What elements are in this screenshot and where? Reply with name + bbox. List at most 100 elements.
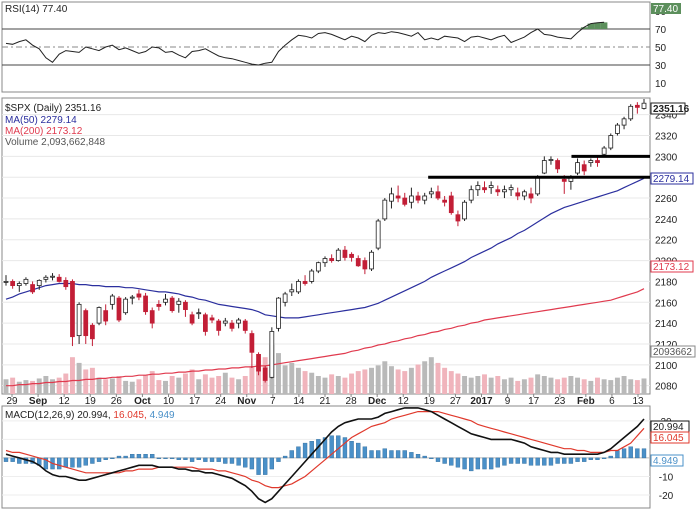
macd-histogram-bar (588, 457, 594, 460)
candle-body (522, 191, 527, 197)
candle-body (96, 307, 102, 324)
x-axis-label: 10 (163, 396, 175, 407)
candle-body (309, 270, 315, 282)
macd-histogram-bar (568, 457, 574, 464)
candle-body (502, 189, 507, 193)
volume-bar (109, 378, 115, 394)
candle-body (575, 162, 580, 174)
candle-body (276, 297, 281, 329)
candle-body (129, 296, 135, 299)
macd-histogram-bar (621, 448, 627, 459)
macd-histogram-bar (422, 455, 427, 459)
volume-bar (69, 357, 75, 394)
volume-bar (535, 374, 541, 394)
volume-bar (349, 373, 355, 394)
macd-histogram-bar (302, 442, 308, 459)
candle-body (402, 197, 408, 205)
volume-bar (209, 377, 215, 394)
volume-bar (83, 369, 89, 394)
x-axis-label: 21 (319, 396, 331, 407)
price-tick-label: 2240 (655, 215, 678, 226)
candle-body (595, 160, 600, 164)
macd-histogram-bar (575, 457, 580, 462)
price-tick-label: 2320 (655, 132, 678, 143)
candle-body (302, 281, 308, 284)
volume-bar (395, 369, 401, 394)
volume-bar (249, 366, 255, 394)
volume-bar (355, 371, 361, 394)
candle-body (203, 314, 208, 332)
macd-histogram-bar (515, 457, 520, 464)
macd-histogram-bar (150, 454, 155, 459)
volume-bar (482, 374, 487, 394)
candle-body (123, 298, 128, 314)
macd-histogram-bar (10, 457, 15, 462)
macd-histogram-bar (369, 450, 374, 459)
macd-histogram-bar (548, 457, 554, 466)
volume-bar (309, 372, 315, 394)
volume-bar (196, 379, 202, 394)
candle-body (236, 319, 241, 324)
volume-bar (581, 379, 587, 394)
volume-bar (442, 367, 448, 394)
rsi-value-badge (651, 3, 681, 14)
macd-histogram-bar (223, 457, 228, 464)
candle-body (389, 193, 394, 202)
candle-body (156, 303, 162, 307)
macd-histogram-bar (608, 455, 613, 459)
price-tick-label: 2100 (655, 361, 678, 372)
volume-bar (302, 371, 308, 394)
macd-histogram-bar (435, 457, 441, 462)
candle-body (136, 293, 142, 298)
volume-bar (428, 357, 434, 394)
candle-body (229, 322, 235, 329)
macd-label: MACD(12,26,9) 20.994, 16.045, 4.949 (5, 410, 175, 421)
candle-body (382, 199, 388, 220)
candle-body (641, 102, 647, 109)
volume-bar (282, 365, 288, 394)
x-axis-label: 23 (554, 396, 566, 407)
signal-value-badge (650, 431, 690, 444)
macd-histogram-bar (356, 442, 361, 459)
candle-body (83, 310, 89, 337)
volume-bar (362, 369, 368, 394)
volume-bar (475, 376, 481, 394)
volume-bar (595, 377, 600, 394)
candle-body (415, 195, 421, 201)
macd-histogram-bar (3, 457, 9, 462)
x-axis-label: 17 (528, 396, 540, 407)
volume-bar (641, 378, 647, 394)
rsi-tick-label: 50 (655, 43, 667, 54)
volume-bar (189, 369, 195, 394)
macd-histogram-bar (362, 446, 368, 459)
candle-body (482, 187, 487, 191)
candle-body (588, 160, 594, 164)
candle-body (216, 320, 222, 331)
price-tick-label: 2260 (655, 194, 678, 205)
candle-body (342, 249, 348, 258)
candle-body (103, 310, 109, 322)
ma50-line (5, 177, 645, 319)
macd-histogram-bar (349, 441, 354, 459)
volume-bar (528, 377, 534, 394)
x-axis-label: 17 (189, 396, 201, 407)
price-value-badge (650, 102, 686, 115)
macd-histogram-bar (183, 457, 188, 460)
rsi-panel: RSI(14) 77.40 9070503010 77.40 (1, 1, 681, 93)
candle-body (608, 135, 614, 149)
candle-body (30, 284, 35, 293)
macd-histogram-bar (243, 457, 248, 468)
candle-body (615, 124, 620, 134)
candle-body (409, 195, 414, 203)
candle-body (262, 367, 268, 381)
volume-bar (322, 377, 328, 394)
volume-bar (176, 377, 182, 394)
candle-body (455, 214, 461, 222)
macd-histogram-bar (582, 457, 587, 462)
x-axis-label: 26 (111, 396, 123, 407)
macd-histogram-bar (595, 457, 600, 460)
macd-histogram-bar (628, 446, 633, 459)
macd-histogram-bar (209, 457, 215, 462)
candle-body (63, 279, 69, 288)
candle-body (462, 201, 467, 220)
